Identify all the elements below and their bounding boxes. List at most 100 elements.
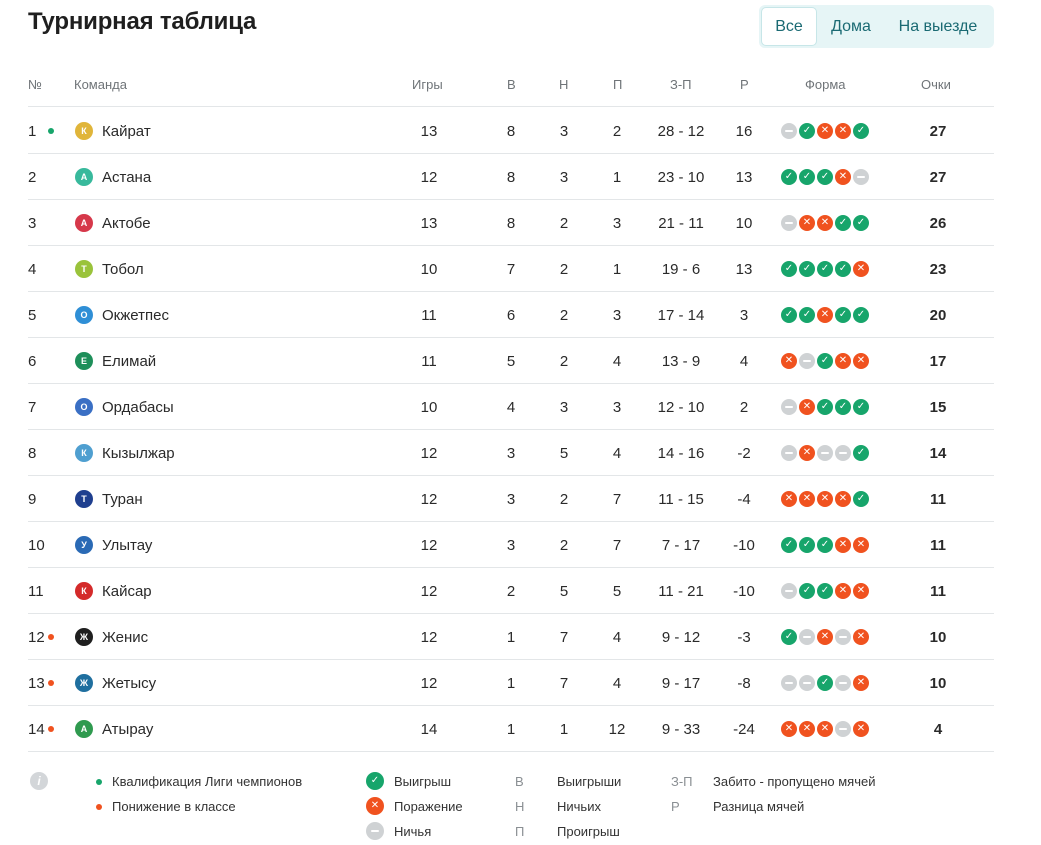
win-icon[interactable]: ✓: [781, 307, 797, 323]
team-name-link[interactable]: Актобе: [102, 214, 151, 232]
draw-icon[interactable]: [835, 445, 851, 461]
loss-icon[interactable]: ✕: [817, 491, 833, 507]
win-icon[interactable]: ✓: [799, 583, 815, 599]
loss-icon[interactable]: ✕: [817, 307, 833, 323]
team-name-link[interactable]: Астана: [102, 168, 152, 186]
loss-icon[interactable]: ✕: [853, 261, 869, 277]
draw-icon[interactable]: [835, 629, 851, 645]
win-icon[interactable]: ✓: [799, 169, 815, 185]
table-row[interactable]: 11 К Кайсар 12 2 5 5 11 - 21 -10 ✓ ✓ ✕ ✕ 11: [28, 568, 994, 614]
win-icon[interactable]: ✓: [817, 537, 833, 553]
draw-icon[interactable]: [817, 445, 833, 461]
draw-icon[interactable]: [781, 583, 797, 599]
loss-icon[interactable]: ✕: [835, 537, 851, 553]
draw-icon[interactable]: [835, 675, 851, 691]
table-row[interactable]: 8 К Кызылжар 12 3 5 4 14 - 16 -2 ✕ ✓ 14: [28, 430, 994, 476]
loss-icon[interactable]: ✕: [817, 629, 833, 645]
loss-icon[interactable]: ✕: [817, 721, 833, 737]
loss-icon[interactable]: ✕: [853, 537, 869, 553]
win-icon[interactable]: ✓: [781, 169, 797, 185]
loss-icon[interactable]: ✕: [835, 491, 851, 507]
win-icon[interactable]: ✓: [835, 307, 851, 323]
win-icon[interactable]: ✓: [835, 215, 851, 231]
win-icon[interactable]: ✓: [817, 399, 833, 415]
draw-icon[interactable]: [781, 399, 797, 415]
loss-icon[interactable]: ✕: [799, 445, 815, 461]
tab-all[interactable]: Все: [761, 7, 817, 46]
loss-icon[interactable]: ✕: [799, 491, 815, 507]
win-icon[interactable]: ✓: [817, 261, 833, 277]
loss-icon[interactable]: ✕: [799, 215, 815, 231]
loss-icon[interactable]: ✕: [817, 123, 833, 139]
loss-icon[interactable]: ✕: [853, 583, 869, 599]
loss-icon[interactable]: ✕: [781, 353, 797, 369]
table-row[interactable]: 9 Т Туран 12 3 2 7 11 - 15 -4 ✕ ✕ ✕ ✕ ✓ 11: [28, 476, 994, 522]
win-icon[interactable]: ✓: [853, 445, 869, 461]
team-name-link[interactable]: Атырау: [102, 720, 154, 738]
team-name-link[interactable]: Окжетпес: [102, 306, 169, 324]
win-icon[interactable]: ✓: [817, 675, 833, 691]
win-icon[interactable]: ✓: [853, 491, 869, 507]
win-icon[interactable]: ✓: [799, 307, 815, 323]
win-icon[interactable]: ✓: [781, 261, 797, 277]
loss-icon[interactable]: ✕: [853, 353, 869, 369]
table-row[interactable]: 10 У Улытау 12 3 2 7 7 - 17 -10 ✓ ✓ ✓ ✕ ✕ 11: [28, 522, 994, 568]
win-icon[interactable]: ✓: [799, 123, 815, 139]
team-name-link[interactable]: Улытау: [102, 536, 153, 554]
win-icon[interactable]: ✓: [817, 583, 833, 599]
team-name-link[interactable]: Туран: [102, 490, 143, 508]
loss-icon[interactable]: ✕: [835, 353, 851, 369]
loss-icon[interactable]: ✕: [781, 491, 797, 507]
table-row[interactable]: 6 Е Елимай 11 5 2 4 13 - 9 4 ✕ ✓ ✕ ✕ 17: [28, 338, 994, 384]
team-name-link[interactable]: Ордабасы: [102, 398, 174, 416]
tab-home[interactable]: Дома: [831, 17, 871, 35]
table-row[interactable]: 2 А Астана 12 8 3 1 23 - 10 13 ✓ ✓ ✓ ✕ 27: [28, 154, 994, 200]
team-name-link[interactable]: Кызылжар: [102, 444, 175, 462]
table-row[interactable]: 1 К Кайрат 13 8 3 2 28 - 12 16 ✓ ✕ ✕ ✓ 27: [28, 108, 994, 154]
team-name-link[interactable]: Кайсар: [102, 582, 152, 600]
draw-icon[interactable]: [799, 675, 815, 691]
team-name-link[interactable]: Кайрат: [102, 122, 151, 140]
draw-icon[interactable]: [781, 215, 797, 231]
draw-icon[interactable]: [835, 721, 851, 737]
loss-icon[interactable]: ✕: [781, 721, 797, 737]
loss-icon[interactable]: ✕: [799, 399, 815, 415]
loss-icon[interactable]: ✕: [835, 583, 851, 599]
draw-icon[interactable]: [799, 629, 815, 645]
team-name-link[interactable]: Жетысу: [102, 674, 157, 692]
info-icon[interactable]: i: [30, 772, 48, 790]
win-icon[interactable]: ✓: [835, 261, 851, 277]
win-icon[interactable]: ✓: [817, 353, 833, 369]
win-icon[interactable]: ✓: [781, 537, 797, 553]
win-icon[interactable]: ✓: [853, 123, 869, 139]
table-row[interactable]: 7 О Ордабасы 10 4 3 3 12 - 10 2 ✕ ✓ ✓ ✓ 15: [28, 384, 994, 430]
loss-icon[interactable]: ✕: [835, 123, 851, 139]
loss-icon[interactable]: ✕: [853, 721, 869, 737]
team-name-link[interactable]: Елимай: [102, 352, 157, 370]
loss-icon[interactable]: ✕: [835, 169, 851, 185]
win-icon[interactable]: ✓: [799, 537, 815, 553]
draw-icon[interactable]: [781, 445, 797, 461]
draw-icon[interactable]: [781, 123, 797, 139]
win-icon[interactable]: ✓: [817, 169, 833, 185]
draw-icon[interactable]: [781, 675, 797, 691]
tab-away[interactable]: На выезде: [898, 17, 978, 35]
table-row[interactable]: 5 О Окжетпес 11 6 2 3 17 - 14 3 ✓ ✓ ✕ ✓ ✓ 20: [28, 292, 994, 338]
loss-icon[interactable]: ✕: [817, 215, 833, 231]
table-row[interactable]: 4 Т Тобол 10 7 2 1 19 - 6 13 ✓ ✓ ✓ ✓ ✕ 23: [28, 246, 994, 292]
win-icon[interactable]: ✓: [853, 399, 869, 415]
table-row[interactable]: 3 А Актобе 13 8 2 3 21 - 11 10 ✕ ✕ ✓ ✓ 26: [28, 200, 994, 246]
team-name-link[interactable]: Тобол: [102, 260, 144, 278]
table-row[interactable]: 13 Ж Жетысу 12 1 7 4 9 - 17 -8 ✓ ✕ 10: [28, 660, 994, 706]
win-icon[interactable]: ✓: [853, 307, 869, 323]
win-icon[interactable]: ✓: [799, 261, 815, 277]
table-row[interactable]: 14 А Атырау 14 1 1 12 9 - 33 -24 ✕ ✕ ✕ ✕ 4: [28, 706, 994, 752]
draw-icon[interactable]: [799, 353, 815, 369]
win-icon[interactable]: ✓: [835, 399, 851, 415]
loss-icon[interactable]: ✕: [799, 721, 815, 737]
loss-icon[interactable]: ✕: [853, 675, 869, 691]
loss-icon[interactable]: ✕: [853, 629, 869, 645]
win-icon[interactable]: ✓: [781, 629, 797, 645]
draw-icon[interactable]: [853, 169, 869, 185]
table-row[interactable]: 12 Ж Женис 12 1 7 4 9 - 12 -3 ✓ ✕ ✕ 10: [28, 614, 994, 660]
